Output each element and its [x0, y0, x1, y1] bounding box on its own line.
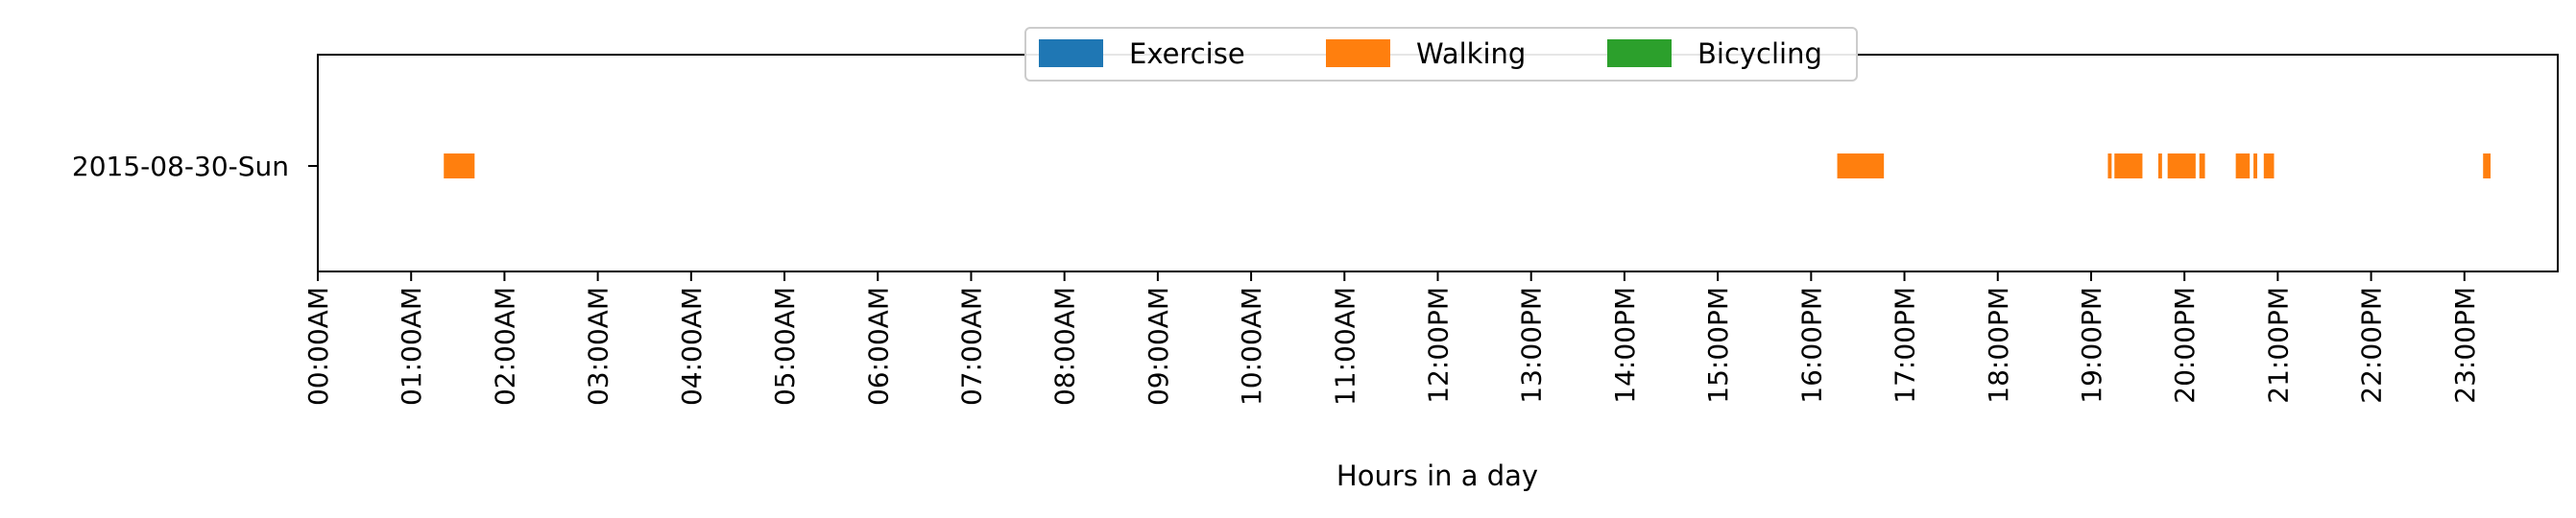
activity-bar-walking [1837, 153, 1885, 178]
x-tick-label: 02:00AM [489, 287, 520, 406]
x-tick-label: 00:00AM [302, 287, 334, 406]
activity-bar-walking [2235, 153, 2251, 178]
x-tick-label: 11:00AM [1329, 287, 1360, 406]
activity-bar-walking [2114, 153, 2143, 178]
activity-bar-walking [444, 153, 475, 178]
x-tick-label: 05:00AM [769, 287, 801, 406]
x-axis: 00:00AM 01:00AM 02:00AM 03:00AM 04:00AM 05:00… [302, 271, 2481, 406]
y-tick-label: 2015-08-30-Sun [72, 151, 289, 182]
activity-bars [444, 153, 2492, 178]
x-tick-label: 01:00AM [396, 287, 427, 406]
x-axis-title: Hours in a day [1336, 459, 1538, 492]
activity-bar-walking [2107, 153, 2112, 178]
legend-swatch-walking [1326, 39, 1390, 67]
x-tick-label: 04:00AM [676, 287, 708, 406]
plot-area [317, 54, 2559, 272]
activity-bar-walking [2263, 153, 2275, 178]
activity-bar-walking [2483, 153, 2492, 178]
legend-label-walking: Walking [1416, 37, 1526, 70]
legend-label-bicycling: Bicycling [1697, 37, 1822, 70]
x-tick-label: 22:00PM [2356, 287, 2388, 404]
x-tick-label: 09:00AM [1143, 287, 1174, 406]
x-tick-label: 14:00PM [1609, 287, 1641, 404]
legend-swatch-bicycling [1607, 39, 1672, 67]
x-tick-label: 23:00PM [2449, 287, 2481, 404]
y-axis: 2015-08-30-Sun [72, 151, 318, 182]
activity-bar-walking [2157, 153, 2162, 178]
activity-bar-walking [2199, 153, 2205, 178]
legend-label-exercise: Exercise [1129, 37, 1245, 70]
x-tick-label: 15:00PM [1702, 287, 1734, 404]
x-tick-label: 18:00PM [1983, 287, 2014, 404]
x-tick-label: 08:00AM [1049, 287, 1081, 406]
x-tick-label: 12:00PM [1423, 287, 1455, 404]
x-tick-label: 03:00AM [583, 287, 614, 406]
activity-bar-walking [2167, 153, 2196, 178]
x-tick-label: 13:00PM [1516, 287, 1548, 404]
x-tick-label: 07:00AM [955, 287, 987, 406]
activity-bar-walking [2253, 153, 2257, 178]
legend: Exercise Walking Bicycling [1024, 27, 1858, 82]
x-tick-label: 21:00PM [2262, 287, 2294, 404]
x-tick-label: 17:00PM [1890, 287, 1921, 404]
legend-swatch-exercise [1039, 39, 1103, 67]
x-tick-label: 10:00AM [1236, 287, 1267, 406]
x-tick-label: 16:00PM [1795, 287, 1827, 404]
x-tick-label: 06:00AM [862, 287, 894, 406]
x-tick-label: 20:00PM [2169, 287, 2201, 404]
x-tick-label: 19:00PM [2076, 287, 2107, 404]
